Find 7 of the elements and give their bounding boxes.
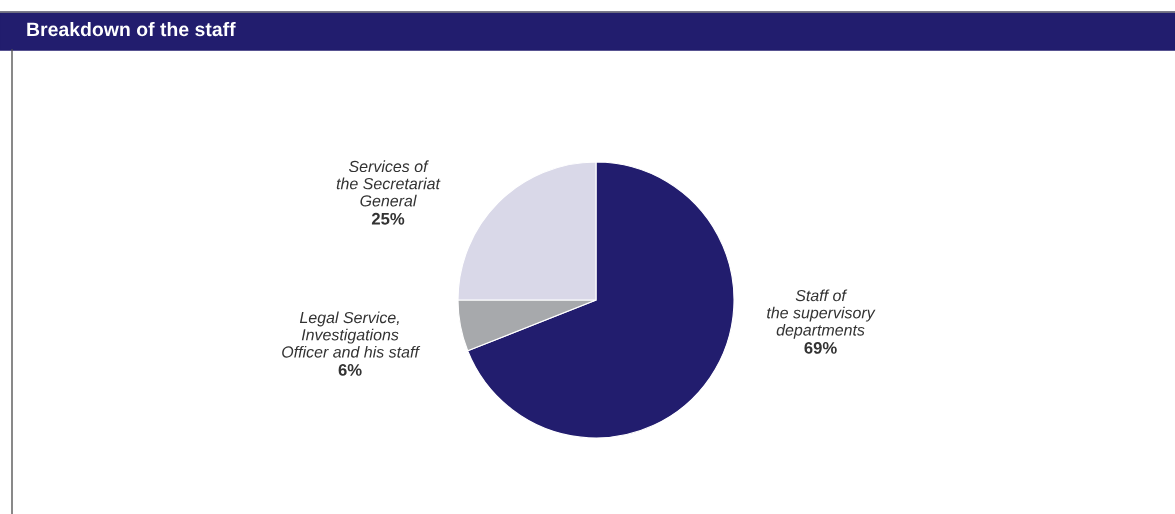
chart-title: Breakdown of the staff <box>27 21 236 37</box>
data-label: 69% <box>804 341 837 354</box>
slice-label: Services of the Secretariat General <box>336 160 441 207</box>
slice-label: Legal Service, Investigations Officer and his staff <box>282 311 421 358</box>
data-label: 25% <box>371 212 405 225</box>
data-label: 6% <box>338 363 362 376</box>
slice-label: Staff of the supervisory departments <box>767 289 876 339</box>
